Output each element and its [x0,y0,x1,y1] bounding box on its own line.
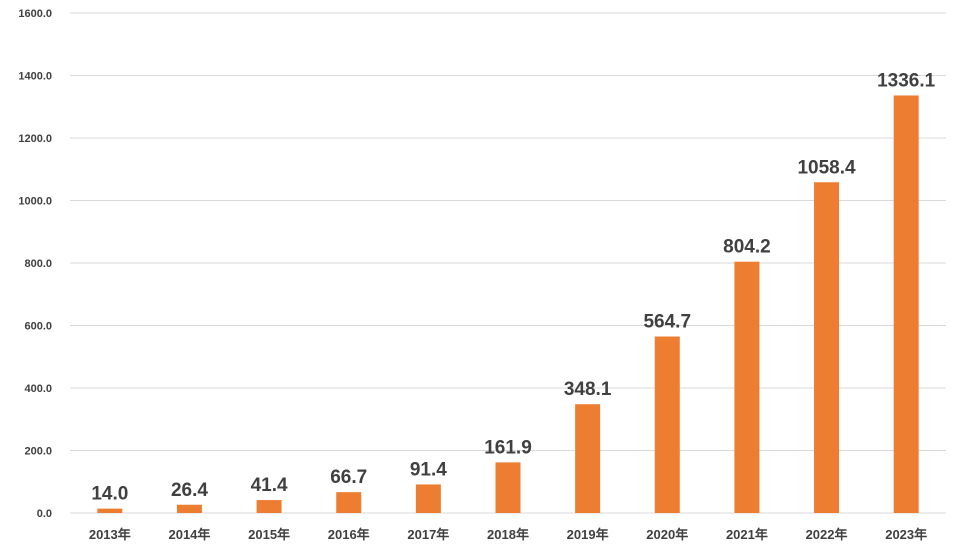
data-label: 91.4 [410,459,447,480]
data-label: 161.9 [484,437,532,458]
x-tick-label: 2017年 [407,527,449,542]
bar [176,504,202,513]
y-tick-label: 0.0 [37,508,52,520]
y-tick-label: 1200.0 [18,133,52,145]
data-label: 66.7 [330,467,367,488]
bars [97,95,919,513]
x-tick-label: 2021年 [726,527,768,542]
data-label: 564.7 [643,312,691,333]
y-tick-label: 1600.0 [18,8,52,20]
x-tick-label: 2015年 [248,527,290,542]
x-tick-label: 2022年 [806,527,848,542]
x-tick-label: 2019年 [567,527,609,542]
bar [415,484,441,513]
data-label: 14.0 [91,484,128,505]
data-label: 41.4 [251,475,288,496]
x-tick-label: 2013年 [89,527,131,542]
y-tick-label: 200.0 [24,446,52,458]
x-tick-label: 2014年 [168,527,210,542]
x-tick-label: 2020年 [646,527,688,542]
y-tick-label: 400.0 [24,383,52,395]
bar [734,261,760,513]
data-labels: 14.0 26.4 41.4 66.7 91.4 161.9 348.1 564.7 804.2… [91,70,935,504]
x-axis-tick-labels: 2013年 2014年 2015年 2016年 2017年 2018年 2019年 2020年… [89,527,927,542]
bar [893,95,919,513]
y-tick-label: 600.0 [24,321,52,333]
data-label: 348.1 [564,379,612,400]
x-tick-label: 2018年 [487,527,529,542]
y-axis-tick-labels: 0.0 200.0 400.0 600.0 800.0 1000.0 1200.0 1400.… [18,8,52,520]
y-tick-label: 1000.0 [18,196,52,208]
data-label: 804.2 [723,237,771,258]
bar [97,508,123,513]
y-tick-label: 800.0 [24,258,52,270]
bar [814,182,840,513]
data-label: 1058.4 [797,157,856,178]
x-tick-label: 2016年 [328,527,370,542]
bar [256,500,282,513]
data-label: 1336.1 [877,70,936,91]
x-tick-label: 2023年 [885,527,927,542]
bar [495,462,521,513]
bar [575,404,601,513]
data-label: 26.4 [171,480,208,501]
gridlines [70,12,946,514]
bar [654,336,680,513]
bar [336,492,362,513]
y-tick-label: 1400.0 [18,71,52,83]
